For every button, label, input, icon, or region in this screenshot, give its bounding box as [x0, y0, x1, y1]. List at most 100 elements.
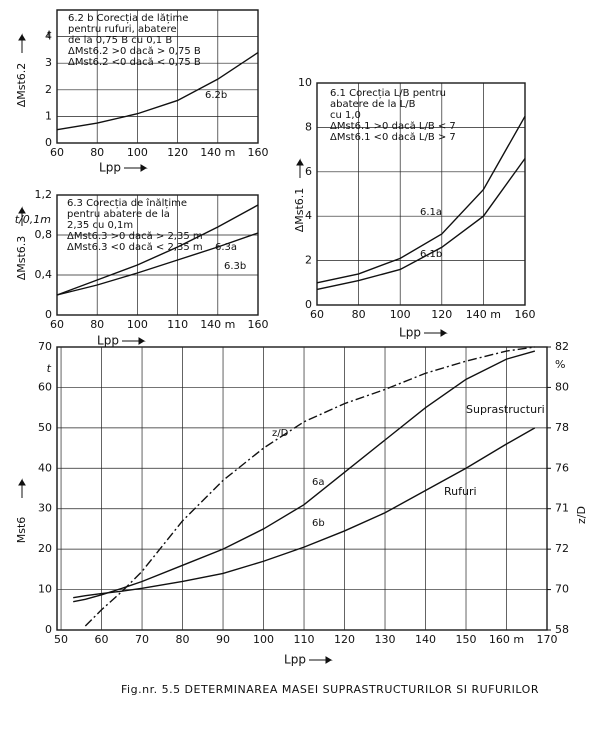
y-tick-label: 3	[45, 56, 52, 69]
x-tick-label: 140 m	[200, 146, 235, 159]
x-tick-label: 80	[90, 146, 104, 159]
x-tick-label: 160 m	[489, 633, 524, 646]
axis-arrow	[18, 33, 26, 53]
x-axis-label: Lpp	[284, 653, 306, 667]
x-tick-label: 70	[135, 633, 149, 646]
y-tick-label: 0	[45, 136, 52, 149]
x-tick-label: 130	[375, 633, 396, 646]
x-tick-label: 60	[310, 308, 324, 321]
x-tick-label: 160	[515, 308, 536, 321]
curve	[56, 204, 259, 296]
y-tick-label: 10	[298, 76, 312, 89]
curve-label: 6.3a	[215, 242, 237, 253]
x-tick-label: 80	[176, 633, 190, 646]
y-unit: t	[47, 28, 52, 41]
y-tick-label: 4	[45, 30, 52, 43]
y-axis-label: Mst6	[15, 517, 28, 544]
y2-axis-label: z/D	[575, 506, 588, 524]
axis-arrow	[296, 158, 304, 178]
x-axis-label: Lpp	[99, 161, 121, 175]
x-tick-label: 140 m	[200, 318, 235, 331]
note: pentru rufuri, abatere	[68, 24, 177, 35]
y-tick-label: 0,8	[35, 228, 53, 241]
note: ΔMst6.2 <0 dacă < 0,75 B	[68, 57, 201, 68]
y2-tick-label: 71	[555, 502, 569, 515]
x-tick-label: 110	[167, 318, 188, 331]
curve	[56, 51, 259, 131]
curve	[84, 346, 535, 627]
x-tick-label: 50	[54, 633, 68, 646]
note: ΔMst6.2 >0 dacă > 0,75 B	[68, 46, 201, 57]
axis-arrow	[122, 337, 146, 345]
note: cu 1,0	[330, 110, 361, 121]
chart: 60 80 100 110 140 m 160 0 0,4 0,8 1,2 t/0,1m Lpp ΔMs…	[15, 188, 269, 348]
y-axis-label: ΔMst6.2	[15, 63, 28, 108]
y-tick-label: 6	[305, 165, 312, 178]
curve-label: 6.3b	[224, 261, 246, 272]
y2-tick-label: 70	[555, 583, 569, 596]
chart: 50 60 70 80 90 100 110 120 130 140 150 160 m 170 0 10 2…	[15, 340, 588, 667]
note: ΔMst6.3 >0 dacă > 2,35 m	[67, 231, 203, 242]
figure-caption: Fig.nr. 5.5 DETERMINAREA MASEI SUPRASTRU…	[121, 683, 539, 696]
y2-tick-label: 78	[555, 421, 569, 434]
x-axis-label: Lpp	[399, 326, 421, 340]
curve-label: 6.2b	[205, 90, 227, 101]
y-unit: t	[47, 362, 52, 375]
axis-arrow	[18, 478, 26, 498]
x-tick-label: 120	[334, 633, 355, 646]
y-tick-label: 2	[305, 254, 312, 267]
y-tick-label: 10	[38, 583, 52, 596]
y-tick-label: 0	[45, 623, 52, 636]
x-axis-label: Lpp	[97, 334, 119, 348]
y-tick-label: 70	[38, 340, 52, 353]
y-tick-label: 30	[38, 502, 52, 515]
curve	[316, 158, 526, 291]
curve-label: 6.1a	[420, 207, 442, 218]
y-tick-label: 0	[45, 308, 52, 321]
axis-arrow	[424, 329, 448, 337]
curve	[73, 427, 536, 599]
note: ΔMst6.1 >0 dacă L/B < 7	[330, 121, 456, 132]
curve-label: 6.1b	[420, 249, 442, 260]
note: ΔMst6.3 <0 dacă < 2,35 m	[67, 242, 203, 253]
chart: 60 80 100 120 140 m 160 0 1 2 3 4t Lpp ΔMst6.2 6.2 b …	[15, 9, 269, 175]
y2-unit: %	[555, 358, 565, 371]
x-tick-label: 160	[248, 146, 269, 159]
x-tick-label: 100	[127, 146, 148, 159]
y-tick-label: 4	[305, 209, 312, 222]
x-tick-label: 90	[216, 633, 230, 646]
x-tick-label: 100	[127, 318, 148, 331]
y2-tick-label: 76	[555, 461, 569, 474]
note: 6.2 b Corecția de lățime	[68, 13, 188, 24]
y-tick-label: 8	[305, 120, 312, 133]
note: ΔMst6.1 <0 dacă L/B > 7	[330, 132, 456, 143]
x-tick-label: 150	[456, 633, 477, 646]
note: pentru abatere de la	[67, 209, 170, 220]
y-tick-label: 60	[38, 380, 52, 393]
y-tick-label: 1	[45, 109, 52, 122]
y-tick-label: 50	[38, 421, 52, 434]
x-tick-label: 80	[352, 308, 366, 321]
x-tick-label: 140 m	[466, 308, 501, 321]
curve-label: 6a	[312, 477, 325, 488]
x-tick-label: 110	[294, 633, 315, 646]
y-tick-label: 1,2	[35, 188, 53, 201]
y2-tick-label: 58	[555, 623, 569, 636]
y-axis-label: ΔMst6.3	[15, 236, 28, 281]
curve	[56, 232, 259, 296]
axis-arrow	[124, 164, 148, 172]
x-tick-label: 120	[431, 308, 452, 321]
y2-tick-label: 80	[555, 380, 569, 393]
x-tick-label: 80	[90, 318, 104, 331]
y-tick-label: 0,4	[35, 268, 53, 281]
y-tick-label: 40	[38, 461, 52, 474]
annotation: Suprastructuri	[466, 403, 545, 416]
y-axis-label: ΔMst6.1	[293, 188, 306, 233]
note: 2,35 cu 0,1m	[67, 220, 133, 231]
curve-label: 6b	[312, 518, 325, 529]
x-tick-label: 160	[248, 318, 269, 331]
x-tick-label: 60	[95, 633, 109, 646]
note: abatere de la L/B	[330, 99, 416, 110]
y-tick-label: 2	[45, 83, 52, 96]
